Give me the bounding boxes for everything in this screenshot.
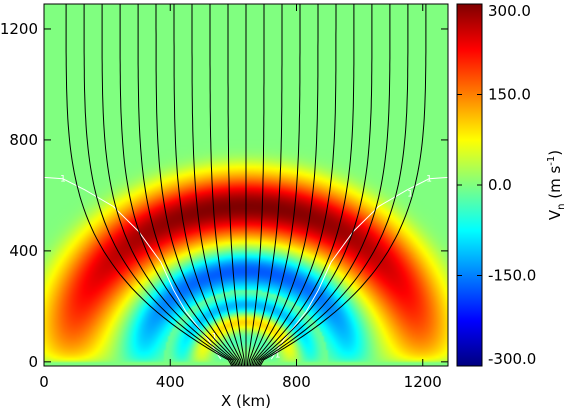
field-line — [255, 4, 373, 366]
field-line — [251, 4, 319, 366]
x-tick-label: 1200 — [404, 373, 442, 391]
plot-frame — [43, 3, 449, 367]
y-tick-label: 1200 — [0, 20, 38, 38]
field-line — [173, 4, 241, 366]
colorbar-label-v: V — [546, 209, 564, 220]
y-axis: 0 400 800 1200 — [0, 20, 448, 371]
contour-right — [270, 176, 448, 360]
field-line — [259, 4, 427, 366]
field-line — [65, 4, 233, 366]
x-axis-title: X (km) — [221, 392, 271, 410]
colorbar-tick-label: -300.0 — [488, 350, 536, 368]
y-tick-label: 800 — [9, 131, 38, 149]
contour-left — [44, 176, 222, 360]
field-line — [83, 4, 234, 366]
contour-label: 1 — [275, 351, 281, 361]
x-tick-label: 0 — [39, 373, 49, 391]
field-line — [249, 4, 301, 366]
colorbar: 300.0 150.0 0.0 -150.0 -300.0 Vn (m s-1) — [456, 2, 567, 368]
x-axis: 0 400 800 1200 — [39, 4, 442, 391]
field-line — [227, 4, 246, 366]
field-line — [191, 4, 243, 366]
contour-lines: 1 1 1 1 1 — [44, 174, 448, 361]
colorbar-ticks: 300.0 150.0 0.0 -150.0 -300.0 — [457, 2, 536, 368]
field-line — [248, 4, 283, 366]
colorbar-tick-label: 150.0 — [488, 86, 531, 104]
field-line — [246, 4, 265, 366]
field-line — [209, 4, 244, 366]
x-tick-label: 800 — [282, 373, 311, 391]
contour-label: 1 — [212, 332, 218, 342]
field-line — [254, 4, 355, 366]
field-line — [252, 4, 337, 366]
plot-area: 1 1 1 1 1 — [43, 3, 449, 367]
x-tick-label: 400 — [156, 373, 185, 391]
colorbar-tick-label: -150.0 — [488, 267, 536, 285]
field-line — [137, 4, 238, 366]
colorbar-label-units: (m s — [546, 166, 564, 199]
colorbar-tick-label: 0.0 — [488, 176, 512, 194]
field-line — [155, 4, 240, 366]
colorbar-label-sup: -1 — [546, 156, 557, 166]
y-tick-label: 0 — [28, 353, 38, 371]
field-line — [101, 4, 236, 366]
colorbar-title: Vn (m s-1) — [546, 150, 567, 220]
colorbar-tick-label: 300.0 — [488, 2, 531, 20]
colorbar-label-close: ) — [546, 150, 564, 156]
contour-label: 1 — [407, 190, 413, 200]
y-tick-label: 400 — [9, 242, 38, 260]
contour-label: 1 — [60, 174, 66, 184]
field-line — [256, 4, 391, 366]
colorbar-label-sub: n — [556, 204, 567, 210]
contour-label: 1 — [426, 174, 432, 184]
field-line — [258, 4, 409, 366]
magnetic-field-lines — [65, 4, 427, 366]
field-line — [119, 4, 237, 366]
